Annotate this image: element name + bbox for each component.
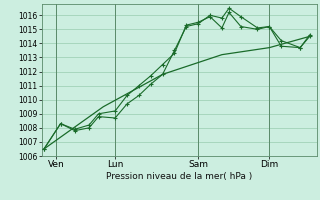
X-axis label: Pression niveau de la mer( hPa ): Pression niveau de la mer( hPa ) <box>106 172 252 181</box>
